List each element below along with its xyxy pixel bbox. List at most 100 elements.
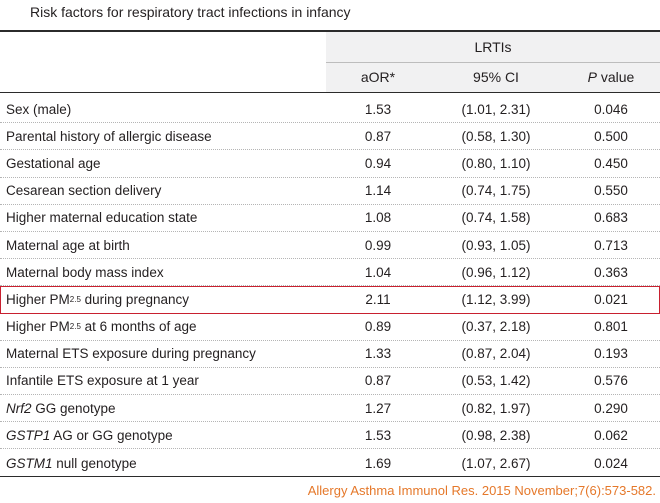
table-row: Cesarean section delivery 1.14 (0.74, 1.75… xyxy=(0,178,660,205)
p-value: 0.713 xyxy=(594,237,628,253)
row-label: Maternal age at birth xyxy=(6,232,130,258)
table-row: Parental history of allergic disease 0.87… xyxy=(0,123,660,151)
row-label: Gestational age xyxy=(6,150,101,176)
p-value: 0.024 xyxy=(594,455,628,471)
column-header-aor: aOR* xyxy=(360,69,396,85)
row-label: GSTM1 null genotype xyxy=(6,449,137,476)
table-bottom-rule xyxy=(0,476,660,477)
table-row: Sex (male) 1.53 (1.01, 2.31) 0.046 xyxy=(0,96,660,124)
table-row: GSTM1 null genotype 1.69 (1.07, 2.67) 0.024 xyxy=(0,449,660,476)
label-text: Cesarean section delivery xyxy=(6,183,162,199)
citation: Allergy Asthma Immunol Res. 2015 Novembe… xyxy=(307,483,656,498)
caption-rule xyxy=(0,30,660,32)
table-row: Maternal body mass index 1.04 (0.96, 1.12)… xyxy=(0,259,660,287)
ci-value: (1.01, 2.31) xyxy=(461,101,531,117)
row-label: Higher maternal education state xyxy=(6,205,197,231)
table-row-highlighted: Higher PM 2.5 during pregnancy 2.11 (1.12, … xyxy=(0,286,660,314)
label-text: Maternal age at birth xyxy=(6,237,130,253)
ci-value: (0.58, 1.30) xyxy=(461,128,531,144)
table-row: Higher PM 2.5 at 6 months of age 0.89 (0.37… xyxy=(0,314,660,341)
ci-value: (1.12, 3.99) xyxy=(461,292,531,308)
label-text: Higher PM xyxy=(6,292,70,308)
label-text: null genotype xyxy=(52,455,137,471)
label-text: Maternal body mass index xyxy=(6,264,164,280)
table-body: Sex (male) 1.53 (1.01, 2.31) 0.046 Parental … xyxy=(0,96,660,477)
aor-value: 1.53 xyxy=(364,427,392,443)
p-value: 0.683 xyxy=(594,210,628,226)
aor-value: 0.87 xyxy=(364,128,392,144)
ci-value: (0.96, 1.12) xyxy=(461,264,531,280)
row-label: Cesarean section delivery xyxy=(6,178,161,204)
p-value: 0.193 xyxy=(594,346,628,362)
label-text: Higher maternal education state xyxy=(6,210,198,226)
p-value: 0.500 xyxy=(594,128,628,144)
aor-value: 1.69 xyxy=(364,455,392,471)
header-rule xyxy=(0,92,660,93)
label-text: at 6 months of age xyxy=(80,319,197,335)
ci-value: (0.82, 1.97) xyxy=(461,400,531,416)
row-label: Higher PM 2.5 during pregnancy xyxy=(6,292,189,308)
p-letter: P xyxy=(587,69,597,85)
ci-value: (1.07, 2.67) xyxy=(461,455,531,471)
table-row: Higher maternal education state 1.08 (0.74… xyxy=(0,205,660,232)
ci-value: (0.74, 1.75) xyxy=(461,183,531,199)
row-label: Higher PM 2.5 at 6 months of age xyxy=(6,319,197,335)
column-header-p-value: P value xyxy=(562,63,660,91)
row-label: Infantile ETS exposure at 1 year xyxy=(6,368,199,394)
gene-name: Nrf2 xyxy=(6,400,32,416)
table-caption: Risk factors for respiratory tract infec… xyxy=(30,4,351,20)
aor-value: 0.89 xyxy=(364,319,392,335)
table-row: Gestational age 0.94 (0.80, 1.10) 0.450 xyxy=(0,150,660,178)
gene-name: GSTM1 xyxy=(6,455,53,471)
row-label: Maternal ETS exposure during pregnancy xyxy=(6,341,256,367)
p-value: 0.801 xyxy=(594,319,628,335)
aor-value: 1.27 xyxy=(364,400,392,416)
label-text: Infantile ETS exposure at 1 year xyxy=(6,373,199,389)
table-row: GSTP1 AG or GG genotype 1.53 (0.98, 2.38) 0… xyxy=(0,422,660,450)
table-row: Maternal ETS exposure during pregnancy 1.… xyxy=(0,341,660,368)
ci-value: (0.74, 1.58) xyxy=(461,210,531,226)
aor-value: 1.14 xyxy=(364,183,392,199)
aor-value: 0.87 xyxy=(364,373,392,389)
ci-value: (0.37, 2.18) xyxy=(461,319,531,335)
label-text: GG genotype xyxy=(31,400,116,416)
ci-value: (0.98, 2.38) xyxy=(461,427,531,443)
label-text: Higher PM xyxy=(6,319,70,335)
p-value: 0.021 xyxy=(594,292,628,308)
aor-value: 1.04 xyxy=(364,264,392,280)
group-header-rule xyxy=(326,62,660,63)
gene-name: GSTP1 xyxy=(6,427,51,443)
aor-value: 0.99 xyxy=(364,237,392,253)
p-value: 0.062 xyxy=(594,427,628,443)
p-value: 0.046 xyxy=(594,101,628,117)
row-label: Sex (male) xyxy=(6,96,71,122)
ci-value: (0.80, 1.10) xyxy=(461,155,531,171)
aor-value: 1.53 xyxy=(364,101,392,117)
label-text: AG or GG genotype xyxy=(50,427,173,443)
value-label: value xyxy=(596,69,635,85)
label-text: Maternal ETS exposure during pregnancy xyxy=(6,346,256,362)
row-label: Maternal body mass index xyxy=(6,259,164,285)
row-label: GSTP1 AG or GG genotype xyxy=(6,422,173,448)
row-label: Parental history of allergic disease xyxy=(6,123,212,149)
p-value: 0.550 xyxy=(594,183,628,199)
label-text: Sex (male) xyxy=(6,101,72,117)
column-header-ci: 95% CI xyxy=(473,69,519,85)
ci-value: (0.53, 1.42) xyxy=(461,373,531,389)
label-text: during pregnancy xyxy=(80,292,189,308)
ci-value: (0.93, 1.05) xyxy=(461,237,531,253)
table-row: Infantile ETS exposure at 1 year 0.87 (0.5… xyxy=(0,368,660,396)
aor-value: 1.33 xyxy=(364,346,392,362)
aor-value: 1.08 xyxy=(364,210,392,226)
aor-value: 2.11 xyxy=(365,292,391,308)
group-header-lrtis: LRTIs xyxy=(474,39,512,55)
label-text: Parental history of allergic disease xyxy=(6,128,212,144)
p-value: 0.290 xyxy=(594,400,628,416)
p-value: 0.450 xyxy=(594,155,628,171)
table-row: Nrf2 GG genotype 1.27 (0.82, 1.97) 0.290 xyxy=(0,395,660,423)
p-value: 0.363 xyxy=(594,264,628,280)
label-text: Gestational age xyxy=(6,155,101,171)
table-row: Maternal age at birth 0.99 (0.93, 1.05) 0.7… xyxy=(0,232,660,260)
ci-value: (0.87, 2.04) xyxy=(461,346,531,362)
p-value: 0.576 xyxy=(594,373,628,389)
